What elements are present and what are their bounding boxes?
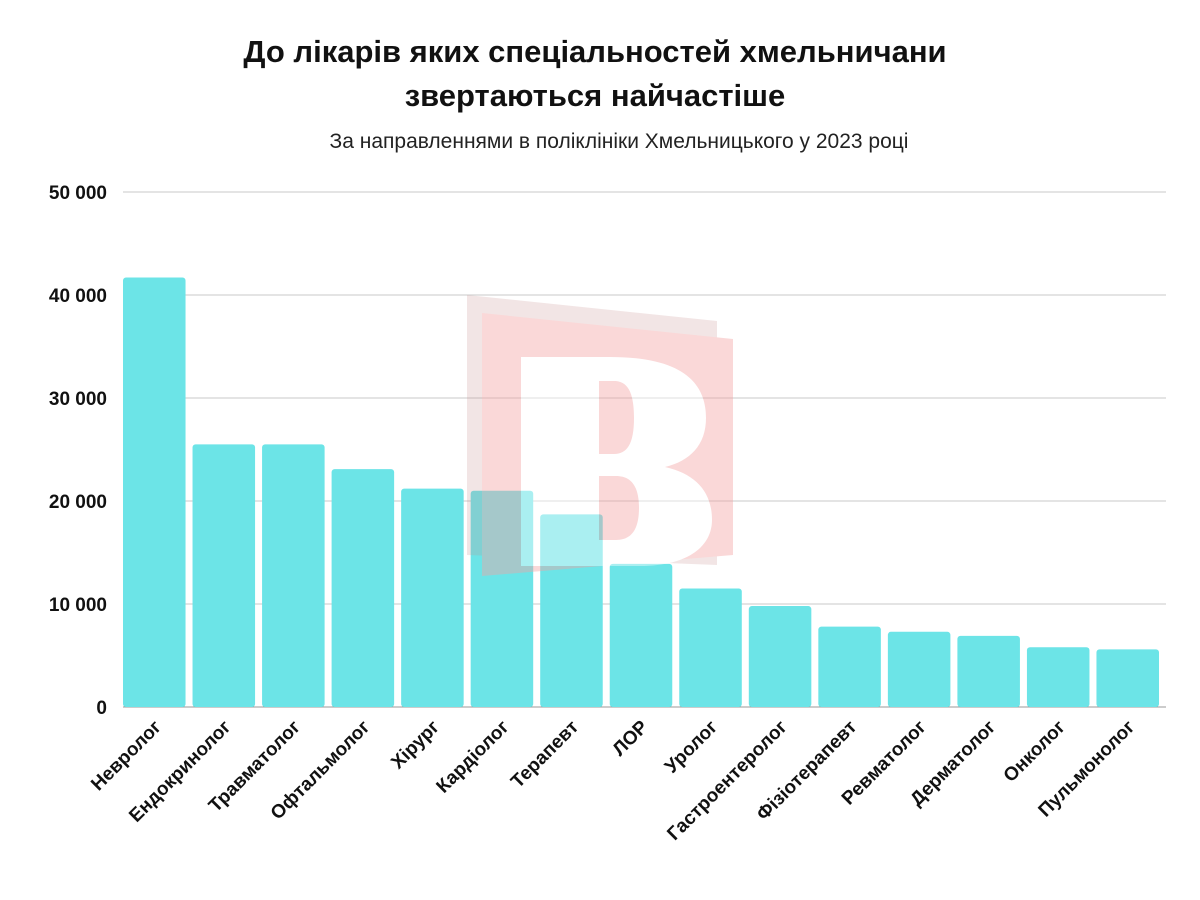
y-tick-label: 40 000 xyxy=(49,286,107,307)
bar-6 xyxy=(540,514,603,707)
chart-title-line-1: До лікарів яких спеціальностей хмельнича… xyxy=(243,34,947,69)
bar-12 xyxy=(957,635,1020,707)
bar-4 xyxy=(401,488,464,707)
bar-5 xyxy=(470,490,534,707)
bar-10 xyxy=(818,626,881,707)
bars xyxy=(123,277,1159,707)
x-tick-label: Уролог xyxy=(661,717,722,778)
bar-2 xyxy=(262,444,325,707)
chart-title-line-2: звертаються найчастіше xyxy=(404,78,786,113)
x-tick-label: Гастроентеролог xyxy=(663,717,791,845)
watermark-logo xyxy=(467,295,733,576)
bar-13 xyxy=(1026,647,1090,707)
bar-0 xyxy=(123,277,186,707)
bar-11 xyxy=(887,631,951,707)
y-tick-label: 10 000 xyxy=(49,595,107,616)
y-axis-tick-labels: 0 10 000 20 000 30 000 40 000 50 000 xyxy=(49,183,107,719)
x-tick-label: Терапевт xyxy=(507,717,583,793)
x-tick-label: Онколог xyxy=(1000,717,1070,787)
y-tick-label: 50 000 xyxy=(49,183,107,204)
chart-subtitle: За направленнями в поліклініки Хмельниць… xyxy=(329,130,909,153)
bar-9 xyxy=(748,606,812,707)
y-tick-label: 30 000 xyxy=(49,389,107,410)
bar-7 xyxy=(609,563,673,707)
bar-14 xyxy=(1096,649,1159,707)
x-tick-label: Кардіолог xyxy=(433,717,514,798)
x-axis-tick-labels: НеврологЕндокринологТравматологОфтальмол… xyxy=(87,716,1139,844)
x-tick-label: Хірург xyxy=(387,717,444,774)
chart-title: До лікарів яких спеціальностей хмельнича… xyxy=(0,30,1190,118)
bar-8 xyxy=(679,588,742,707)
bar-1 xyxy=(192,444,256,707)
x-tick-label: ЛОР xyxy=(609,716,653,760)
y-tick-label: 20 000 xyxy=(49,492,107,513)
bar-3 xyxy=(331,469,395,707)
y-tick-label: 0 xyxy=(96,698,107,719)
